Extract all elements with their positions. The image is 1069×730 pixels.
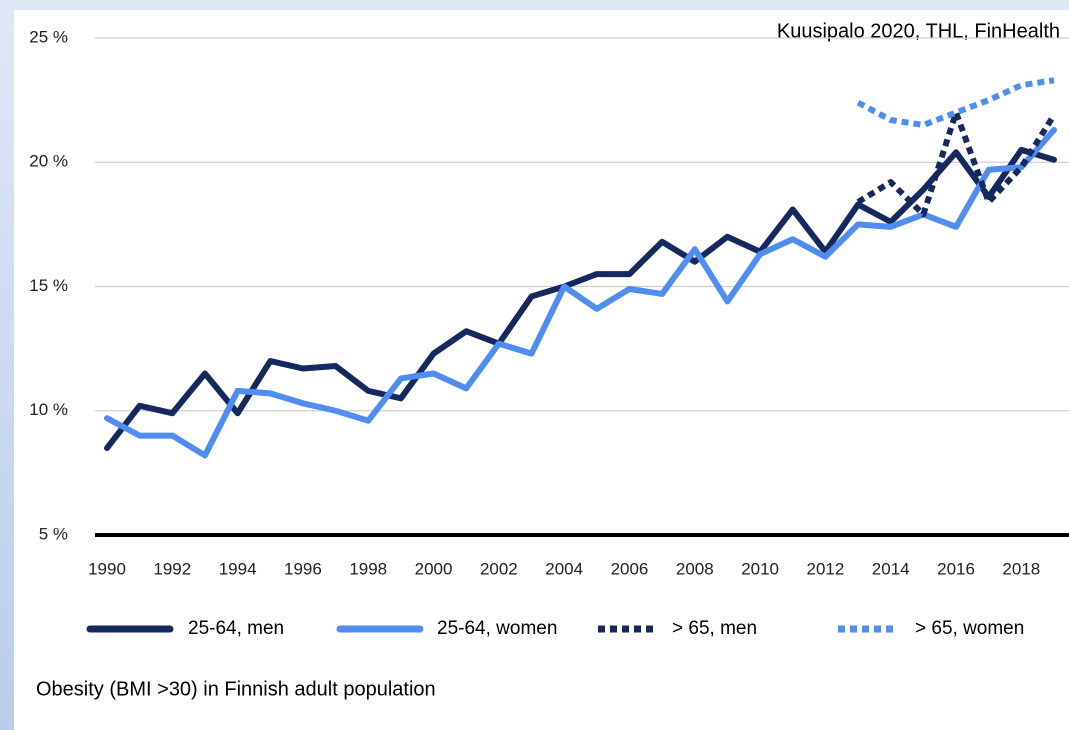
x-tick-label: 1990 <box>88 559 126 578</box>
caption: Obesity (BMI >30) in Finnish adult popul… <box>36 678 436 700</box>
y-tick-label: 10 % <box>29 400 68 419</box>
x-tick-label: 2008 <box>676 559 714 578</box>
source: Kuusipalo 2020, THL, FinHealth <box>777 20 1060 42</box>
legend-label: > 65, women <box>915 618 1024 639</box>
x-tick-label: 2018 <box>1002 559 1040 578</box>
y-tick-label: 20 % <box>29 152 68 171</box>
series-line <box>856 77 1055 128</box>
x-tick-label: 2004 <box>545 559 583 578</box>
x-tick-label: 2000 <box>415 559 453 578</box>
x-tick-label: 2014 <box>872 559 910 578</box>
series-line <box>104 126 1057 459</box>
y-tick-label: 5 % <box>39 524 68 543</box>
x-tick-label: 2006 <box>611 559 649 578</box>
legend-label: > 65, men <box>672 618 757 639</box>
legend-label: 25-64, women <box>437 618 557 639</box>
legend-label: 25-64, men <box>188 618 284 639</box>
x-tick-label: 1996 <box>284 559 322 578</box>
x-tick-label: 2016 <box>937 559 975 578</box>
x-tick-label: 1998 <box>349 559 387 578</box>
panel <box>14 10 1069 730</box>
y-tick-label: 25 % <box>29 27 68 46</box>
x-tick-label: 2012 <box>806 559 844 578</box>
series-line <box>856 109 1057 218</box>
series-line <box>104 146 1057 452</box>
x-tick-label: 1994 <box>219 559 257 578</box>
y-tick-label: 15 % <box>29 276 68 295</box>
x-tick-label: 2002 <box>480 559 518 578</box>
x-tick-label: 1992 <box>153 559 191 578</box>
x-tick-label: 2010 <box>741 559 779 578</box>
